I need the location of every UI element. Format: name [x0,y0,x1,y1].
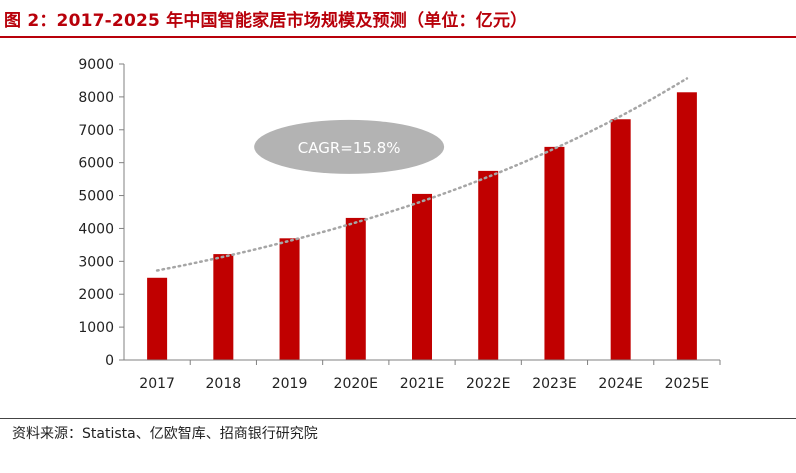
y-tick-label: 6000 [78,156,114,172]
y-tick-label: 4000 [78,221,114,237]
y-tick-label: 5000 [78,189,114,205]
x-axis: 2017 2018 2019 2020E 2021E 2022E 2023E 2024E 202… [124,359,721,392]
x-tick-label: 2018 [206,376,242,392]
x-tick-label: 2024E [598,376,642,392]
x-tick-label: 2017 [139,376,175,392]
bar [279,238,300,360]
y-tick-label: 9000 [78,57,114,73]
y-axis: 0 1000 2000 3000 4000 5000 6000 7000 8000 9000 [78,57,125,369]
y-tick-label: 1000 [78,320,114,336]
cagr-label: CAGR=15.8% [298,139,401,157]
x-tick-label: 2023E [532,376,576,392]
x-tick-label: 2019 [272,376,308,392]
y-tick-label: 7000 [78,123,114,139]
y-tick-label: 3000 [78,254,114,270]
trendline [155,77,689,272]
source-note: 资料来源：Statista、亿欧智库、招商银行研究院 [12,426,318,442]
y-tick-label: 2000 [78,287,114,303]
y-tick-label: 0 [105,353,114,369]
bar [478,170,499,360]
x-tick-label: 2020E [334,376,378,392]
figure-title: 图 2：2017-2025 年中国智能家居市场规模及预测（单位：亿元） [4,11,528,31]
bar [345,217,366,360]
bar-chart: 0 1000 2000 3000 4000 5000 6000 7000 8000 9000 20… [78,57,721,392]
cagr-ellipse [254,119,445,174]
bar [147,277,168,360]
bar [676,92,697,361]
annotation: CAGR=15.8% [254,119,445,174]
bar [544,146,565,360]
x-tick-label: 2025E [665,376,709,392]
title-divider [0,36,796,38]
y-tick-label: 8000 [78,90,114,106]
source-divider [0,418,796,419]
trend-line [155,77,689,272]
bar [610,119,631,361]
bar [412,193,432,360]
bars [147,92,697,361]
x-tick-label: 2021E [400,376,444,392]
bar [213,254,234,360]
x-tick-label: 2022E [466,376,510,392]
